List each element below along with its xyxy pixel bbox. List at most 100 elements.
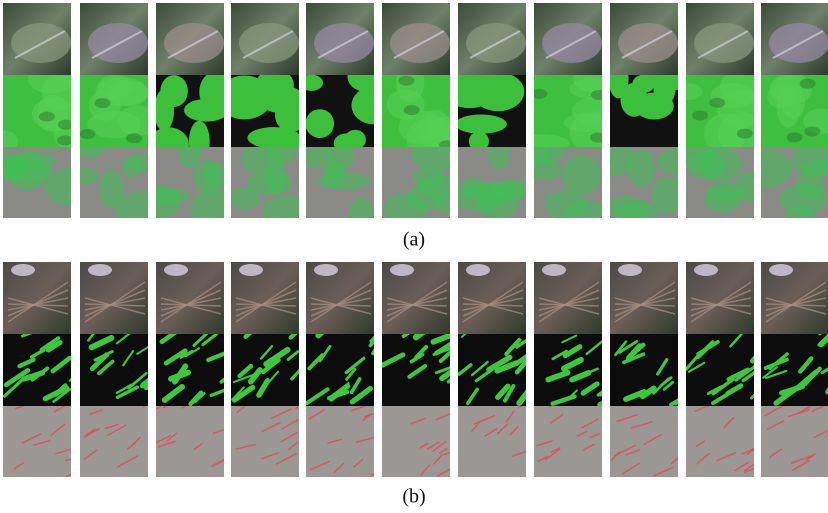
panel-caption: (b) (402, 486, 425, 508)
panel-a (0, 3, 828, 235)
mask-shadow (57, 135, 73, 145)
overlay-blob (324, 161, 344, 177)
image-tile (306, 262, 374, 334)
highlight (542, 264, 566, 276)
highlight (390, 264, 414, 276)
image-tile (3, 398, 86, 477)
highlight (618, 264, 642, 276)
overlay-blob (7, 152, 48, 190)
highlight (769, 264, 793, 276)
mask-shadow (126, 133, 142, 143)
mask-shadow (404, 105, 420, 115)
mask-shadow (531, 89, 547, 99)
highlight (88, 264, 112, 276)
image-tile (534, 262, 602, 334)
image-tile (515, 65, 621, 153)
mask-blob (160, 75, 188, 107)
image-tile (230, 134, 311, 228)
image-tile (534, 334, 621, 406)
overlay-blob (122, 156, 142, 178)
overlay-blob (202, 162, 230, 188)
image-tile (382, 137, 465, 227)
overlay-blob (230, 187, 259, 209)
image-tile (231, 3, 299, 75)
image-tile (306, 325, 382, 406)
image-tile (382, 406, 464, 477)
overlay-blob (627, 150, 655, 187)
mask-shadow (800, 79, 816, 89)
highlight (314, 264, 338, 276)
image-tile (0, 147, 88, 218)
image-tile (761, 73, 828, 147)
tile-bg (610, 406, 678, 477)
image-tile (306, 406, 390, 477)
image-tile (65, 136, 168, 229)
overlay-blob (786, 206, 816, 223)
image-tile (80, 262, 148, 334)
image-tile (231, 324, 303, 406)
panel-b (3, 262, 828, 477)
image-tile (0, 64, 78, 152)
image-tile (761, 262, 828, 334)
image-tile (761, 3, 828, 75)
image-tile (458, 3, 526, 75)
mask-blob (108, 80, 149, 106)
overlay-blob (562, 155, 602, 194)
mask-blob (305, 109, 334, 138)
overlay-blob (604, 196, 650, 220)
tile-bg (156, 406, 224, 477)
tile-bg (80, 406, 148, 477)
overlay-blob (706, 182, 744, 202)
image-tile (686, 402, 761, 477)
highlight (11, 264, 35, 276)
mask-shadow (786, 132, 802, 142)
page: (a) (b) (() => { const data = JSON.parse… (0, 0, 828, 513)
overlay-blob (651, 177, 687, 214)
image-tile (382, 326, 463, 406)
mask-shadow (94, 98, 110, 108)
image-tile (156, 262, 224, 334)
image-tile (534, 3, 602, 75)
mask-blob (455, 115, 507, 134)
mask-streak (373, 339, 382, 353)
image-tile (231, 262, 299, 334)
mask-shadow (591, 90, 607, 100)
image-tile (156, 3, 224, 75)
highlight (694, 264, 718, 276)
image-tile (3, 3, 71, 75)
tile-bg (761, 406, 828, 477)
image-tile (534, 400, 602, 477)
leaf (769, 23, 828, 63)
image-tile (382, 3, 450, 75)
image-tile (610, 262, 678, 334)
highlight (239, 264, 263, 276)
mask-shadow (737, 129, 753, 139)
overlay-blob (318, 172, 370, 190)
image-tile (610, 3, 678, 75)
image-tile (458, 262, 526, 334)
highlight (466, 264, 490, 276)
mask-shadow (80, 129, 96, 139)
mask-blob (199, 71, 232, 112)
image-tile (590, 142, 698, 219)
image-tile (685, 140, 765, 218)
image-tile (458, 396, 537, 477)
mask-shadow (709, 98, 725, 108)
mask-shadow (692, 110, 708, 120)
overlay-blob (565, 200, 608, 230)
image-tile (303, 137, 374, 236)
overlay-blob (262, 196, 311, 228)
image-tile (610, 397, 683, 477)
image-tile (3, 329, 83, 406)
mask-shadow (398, 76, 414, 86)
overlay-blob (412, 168, 445, 189)
image-tile (3, 262, 71, 334)
mask-blob (675, 83, 702, 100)
figure: (a) (b) (0, 0, 828, 513)
overlay-blob (265, 160, 287, 195)
mask-blob (770, 73, 812, 105)
image-tile (526, 134, 608, 230)
tile-bg (3, 406, 71, 477)
image-tile (80, 397, 164, 477)
image-tile (744, 144, 828, 223)
